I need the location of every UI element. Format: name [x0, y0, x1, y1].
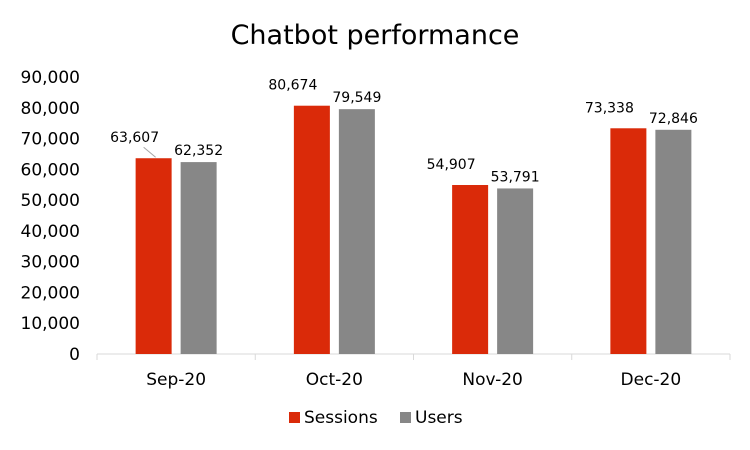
- y-tick-label: 0: [69, 345, 80, 365]
- chart-title: Chatbot performance: [231, 20, 520, 51]
- y-tick-label: 40,000: [21, 222, 80, 242]
- data-label-leader-line: [143, 146, 156, 158]
- x-category-label: Dec-20: [621, 370, 682, 390]
- data-labels-group: 63,607 62,352 80,674 79,549 54,907 53,791 73,3…: [110, 78, 698, 186]
- x-category-label: Sep-20: [146, 370, 206, 390]
- bar-sessions-1: [293, 105, 330, 354]
- bar-sessions-3: [610, 128, 647, 354]
- legend: Sessions Users: [289, 408, 463, 428]
- data-label: 53,791: [491, 169, 540, 185]
- y-tick-label: 60,000: [21, 160, 80, 180]
- bar-users-2: [497, 188, 534, 354]
- data-label: 63,607: [110, 130, 159, 146]
- y-tick-label: 30,000: [21, 253, 80, 273]
- y-axis-ticks: 0 10,000 20,000 30,000 40,000 50,000 60,000 70,…: [21, 68, 80, 365]
- bar-sessions-2: [452, 185, 489, 354]
- data-label: 80,674: [268, 78, 317, 94]
- x-category-label: Oct-20: [306, 370, 363, 390]
- data-label: 73,338: [585, 100, 634, 116]
- y-tick-label: 20,000: [21, 283, 80, 303]
- x-category-label: Nov-20: [462, 370, 523, 390]
- legend-swatch-sessions: [289, 412, 300, 423]
- y-tick-label: 70,000: [21, 130, 80, 150]
- data-label: 72,846: [649, 111, 698, 127]
- legend-swatch-users: [400, 412, 411, 423]
- y-tick-label: 90,000: [21, 68, 80, 88]
- category-labels: Sep-20 Oct-20 Nov-20 Dec-20: [146, 370, 681, 390]
- data-label: 79,549: [332, 90, 381, 106]
- y-tick-label: 10,000: [21, 314, 80, 334]
- bar-users-3: [655, 129, 692, 354]
- legend-label: Sessions: [304, 408, 378, 428]
- y-tick-label: 80,000: [21, 99, 80, 119]
- bar-sessions-0: [135, 158, 172, 354]
- bars-group: [135, 105, 692, 354]
- y-tick-label: 50,000: [21, 191, 80, 211]
- legend-label: Users: [415, 408, 463, 428]
- bar-users-1: [338, 109, 375, 354]
- data-label: 62,352: [174, 143, 223, 159]
- bar-users-0: [180, 162, 217, 354]
- x-axis: [96, 353, 731, 360]
- data-label: 54,907: [427, 157, 476, 173]
